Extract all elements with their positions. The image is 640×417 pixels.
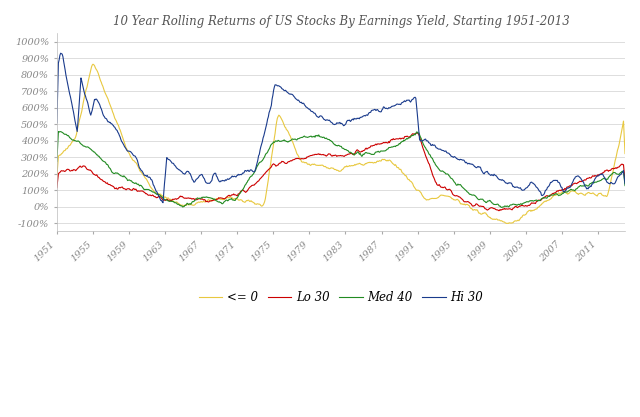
Lo 30 [531,201,538,206]
Med 40 [343,148,351,153]
<= 0 [263,187,271,192]
Hi 30 [621,181,629,186]
Med 40 [531,198,538,203]
Lo 30 [524,203,531,208]
Hi 30 [531,182,538,187]
<= 0 [524,209,531,214]
Lo 30 [495,208,502,213]
Hi 30 [524,185,531,190]
Lo 30 [621,179,629,184]
Lo 30 [613,166,621,171]
Med 40 [53,159,61,164]
Line: <= 0: <= 0 [57,64,625,224]
Hi 30 [613,176,621,181]
Title: 10 Year Rolling Returns of US Stocks By Earnings Yield, Starting 1951-2013: 10 Year Rolling Returns of US Stocks By … [113,15,570,28]
Hi 30 [57,51,65,56]
Med 40 [621,183,629,188]
Med 40 [613,171,621,176]
Hi 30 [344,118,351,123]
Med 40 [54,129,62,134]
<= 0 [53,174,61,179]
Lo 30 [53,185,61,190]
Hi 30 [159,200,167,205]
Med 40 [498,205,506,210]
Med 40 [408,133,416,138]
Line: Lo 30: Lo 30 [57,133,625,211]
Lo 30 [408,133,415,138]
Line: Hi 30: Hi 30 [57,53,625,203]
<= 0 [408,180,416,185]
<= 0 [343,163,351,168]
Hi 30 [409,97,417,102]
Legend: <= 0, Lo 30, Med 40, Hi 30: <= 0, Lo 30, Med 40, Hi 30 [194,286,488,309]
Med 40 [263,151,271,156]
Hi 30 [264,117,271,122]
Line: Med 40: Med 40 [57,131,625,207]
Lo 30 [413,130,421,135]
<= 0 [613,152,621,157]
<= 0 [89,62,97,67]
<= 0 [621,151,629,156]
Lo 30 [342,153,349,158]
<= 0 [531,207,538,212]
<= 0 [503,221,511,226]
Med 40 [524,199,531,204]
Hi 30 [53,120,61,125]
Lo 30 [262,170,270,175]
